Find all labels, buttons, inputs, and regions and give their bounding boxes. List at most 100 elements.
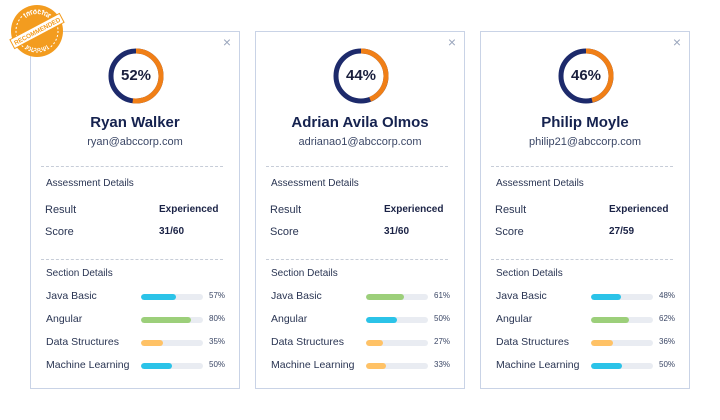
divider xyxy=(491,166,673,167)
result-value: Experienced xyxy=(384,204,444,215)
score-label: Score xyxy=(495,226,524,238)
assessment-details-title: Assessment Details xyxy=(271,178,359,189)
skill-row: Machine Learning 33% xyxy=(256,359,464,373)
result-label: Result xyxy=(270,204,302,216)
skill-bar-fill xyxy=(591,340,614,346)
candidate-email: ryan@abccorp.com xyxy=(87,136,183,148)
skill-bar xyxy=(141,317,203,323)
score-label: Score xyxy=(45,226,74,238)
result-label: Result xyxy=(45,204,77,216)
skill-percent: 50% xyxy=(434,314,451,323)
skill-bar xyxy=(366,294,428,300)
score-ring: 52% xyxy=(107,47,165,105)
ring-progress xyxy=(333,48,389,104)
score-ring: 44% xyxy=(332,47,390,105)
skill-bar xyxy=(591,294,653,300)
skill-row: Data Structures 35% xyxy=(31,336,239,350)
divider xyxy=(266,166,448,167)
section-details-title: Section Details xyxy=(46,268,113,279)
candidate-name: Adrian Avila Olmos xyxy=(291,114,429,131)
badge-bottom-text: imocha xyxy=(25,43,50,52)
skill-bar xyxy=(141,363,203,369)
skill-percent: 35% xyxy=(209,337,226,346)
skill-row: Angular 80% xyxy=(31,313,239,327)
skill-label: Java Basic xyxy=(496,290,547,302)
candidate-name: Ryan Walker xyxy=(90,114,180,131)
skill-row: Data Structures 36% xyxy=(481,336,689,350)
candidate-card[interactable]: × 46% Philip Moyle philip21@abccorp.com … xyxy=(480,31,690,389)
skill-bar xyxy=(366,340,428,346)
close-icon[interactable]: × xyxy=(672,34,681,50)
skill-row: Java Basic 48% xyxy=(481,290,689,304)
score-ring-chart xyxy=(108,48,164,104)
skill-label: Java Basic xyxy=(46,290,97,302)
skill-bar xyxy=(366,363,428,369)
divider xyxy=(41,259,223,260)
skill-label: Data Structures xyxy=(271,336,344,348)
skill-bar xyxy=(591,340,653,346)
skill-bar-fill xyxy=(591,294,621,300)
skill-label: Data Structures xyxy=(46,336,119,348)
skill-percent: 80% xyxy=(209,314,226,323)
skill-percent: 36% xyxy=(659,337,676,346)
score-ring: 46% xyxy=(557,47,615,105)
skill-bar xyxy=(141,340,203,346)
skill-row: Angular 50% xyxy=(256,313,464,327)
skill-percent: 33% xyxy=(434,360,451,369)
skill-row: Machine Learning 50% xyxy=(481,359,689,373)
skill-row: Java Basic 61% xyxy=(256,290,464,304)
score-label: Score xyxy=(270,226,299,238)
badge-ribbon xyxy=(9,12,65,50)
candidate-email: philip21@abccorp.com xyxy=(528,136,642,148)
skill-bar-fill xyxy=(141,317,191,323)
skill-percent: 50% xyxy=(659,360,676,369)
skill-bar xyxy=(141,294,203,300)
skill-percent: 62% xyxy=(659,314,676,323)
skill-label: Machine Learning xyxy=(271,359,355,371)
skill-percent: 61% xyxy=(434,291,451,300)
divider xyxy=(266,259,448,260)
ring-progress xyxy=(108,48,164,104)
skill-bar-fill xyxy=(591,317,630,323)
skill-bar-fill xyxy=(141,340,163,346)
assessment-details-title: Assessment Details xyxy=(496,178,584,189)
score-value: 27/59 xyxy=(609,226,635,237)
result-value: Experienced xyxy=(609,204,669,215)
skill-label: Machine Learning xyxy=(46,359,130,371)
skill-bar xyxy=(591,317,653,323)
skill-label: Angular xyxy=(496,313,533,325)
skill-percent: 57% xyxy=(209,291,226,300)
ring-progress xyxy=(558,48,614,104)
score-ring-chart xyxy=(333,48,389,104)
skill-bar-fill xyxy=(141,294,177,300)
skill-bar-fill xyxy=(591,363,622,369)
candidate-email: adrianao1@abccorp.com xyxy=(298,136,422,148)
skill-label: Machine Learning xyxy=(496,359,580,371)
score-percent: 46% xyxy=(570,67,602,84)
candidate-card[interactable]: × 52% Ryan Walker ryan@abccorp.com Asses… xyxy=(30,31,240,389)
skill-row: Data Structures 27% xyxy=(256,336,464,350)
divider xyxy=(491,259,673,260)
candidate-card[interactable]: × 44% Adrian Avila Olmos adrianao1@abcco… xyxy=(255,31,465,389)
result-value: Experienced xyxy=(159,204,219,215)
score-percent: 44% xyxy=(345,67,377,84)
skill-bar-fill xyxy=(366,363,387,369)
skill-bar-fill xyxy=(366,317,397,323)
score-ring-chart xyxy=(558,48,614,104)
skill-bar-fill xyxy=(366,294,404,300)
skill-bar xyxy=(591,363,653,369)
skill-bar xyxy=(366,317,428,323)
skill-percent: 48% xyxy=(659,291,676,300)
skill-bar-fill xyxy=(366,340,383,346)
assessment-details-title: Assessment Details xyxy=(46,178,134,189)
skill-bar-fill xyxy=(141,363,172,369)
skill-row: Java Basic 57% xyxy=(31,290,239,304)
section-details-title: Section Details xyxy=(496,268,563,279)
close-icon[interactable]: × xyxy=(222,34,231,50)
skill-label: Angular xyxy=(271,313,308,325)
candidate-name: Philip Moyle xyxy=(541,114,629,131)
section-details-title: Section Details xyxy=(271,268,338,279)
close-icon[interactable]: × xyxy=(447,34,456,50)
score-value: 31/60 xyxy=(159,226,185,237)
recommended-badge: imocha imocha RECOMMENDED xyxy=(8,2,66,60)
